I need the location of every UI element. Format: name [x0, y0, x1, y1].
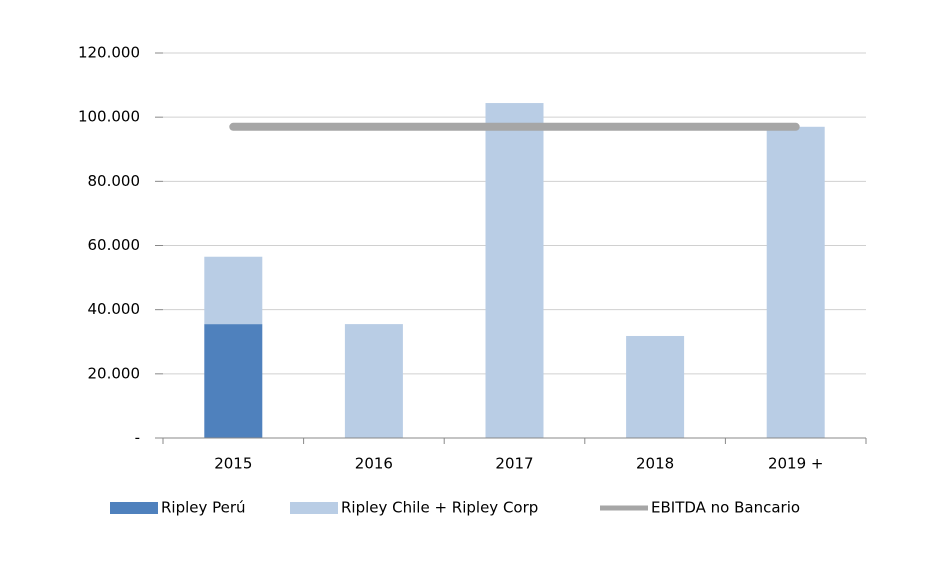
x-tick-label: 2017: [495, 455, 533, 473]
legend-label: Ripley Perú: [161, 499, 246, 517]
x-tick-label: 2015: [214, 455, 252, 473]
legend-swatch: [290, 502, 338, 514]
y-tick-label: 60.000: [88, 236, 141, 254]
bar: [766, 126, 825, 439]
y-tick-label: -: [135, 429, 140, 447]
y-tick-label: 20.000: [88, 364, 141, 382]
y-tick-label: 40.000: [88, 300, 141, 318]
legend-swatch: [110, 502, 158, 514]
bar: [204, 256, 263, 325]
legend-label: EBITDA no Bancario: [651, 499, 800, 517]
bar: [204, 324, 263, 438]
y-tick-label: 120.000: [78, 44, 140, 62]
y-tick-label: 100.000: [78, 108, 140, 126]
x-tick-label: 2016: [355, 455, 393, 473]
bar: [344, 324, 403, 438]
y-tick-label: 80.000: [88, 172, 141, 190]
x-tick-label: 2018: [636, 455, 674, 473]
legend-label: Ripley Chile + Ripley Corp: [341, 499, 538, 517]
bar: [626, 335, 685, 438]
x-tick-label: 2019 +: [768, 455, 824, 473]
bar: [485, 103, 544, 439]
